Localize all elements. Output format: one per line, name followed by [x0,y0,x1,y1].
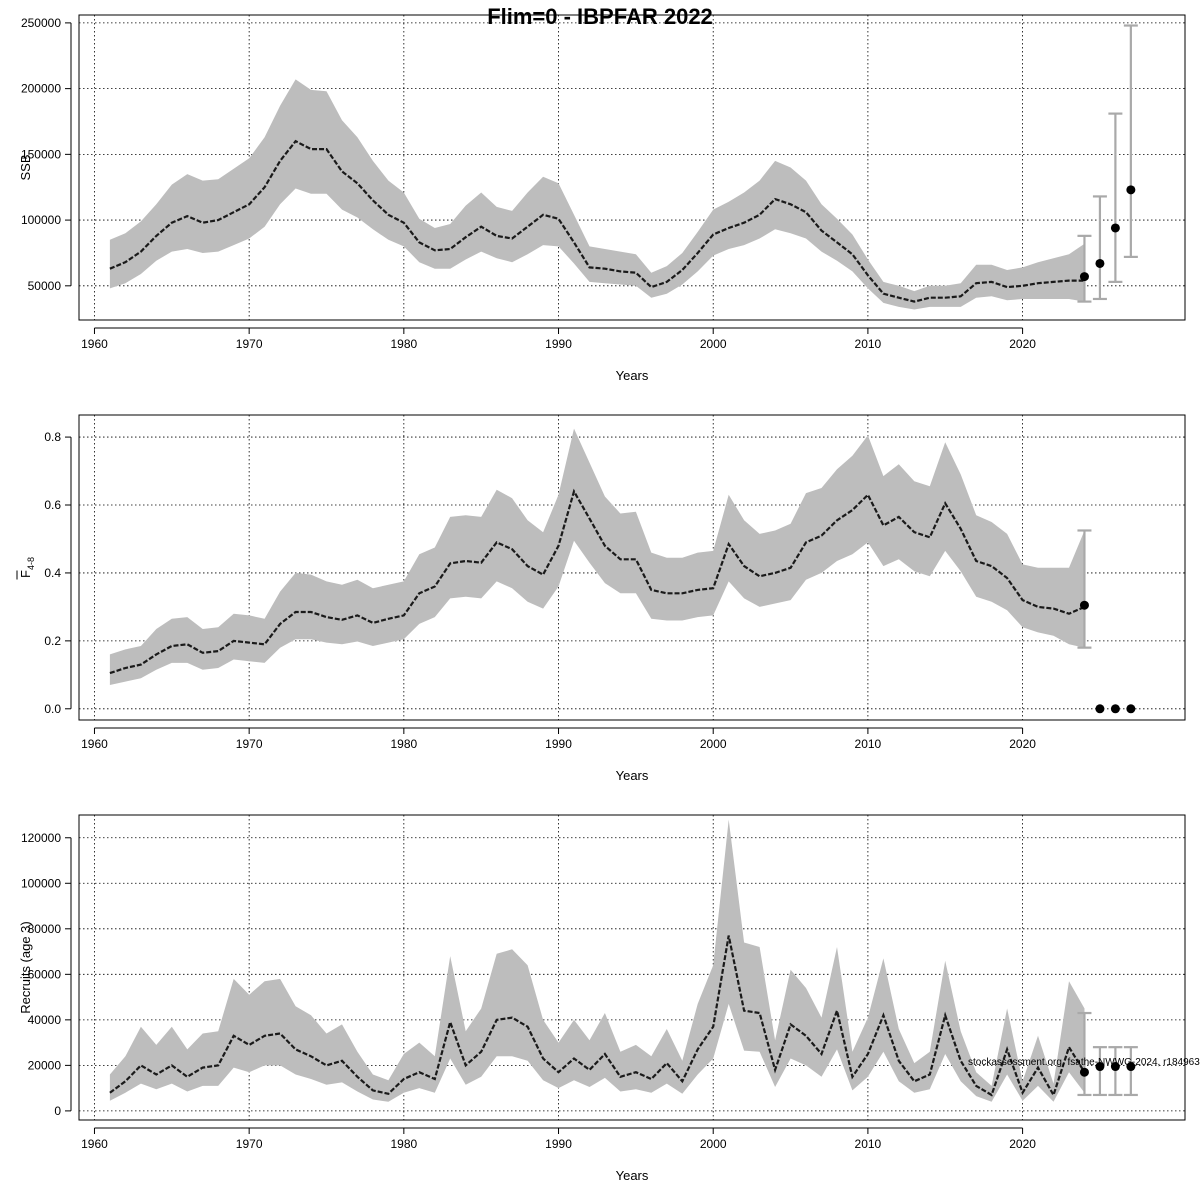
forecast-point-2027 [1126,704,1136,714]
y-axis-title: Recruits (age 3) [18,921,33,1013]
x-tick-label-2000: 2000 [700,1137,727,1151]
y-axis-title-main: F [18,570,33,578]
x-tick-label-2000: 2000 [700,337,727,351]
y-tick-label-4: 0.8 [44,430,61,444]
forecast-point-2025 [1095,1062,1105,1072]
x-axis-title: Years [616,1168,649,1183]
y-tick-label-2: 40000 [28,1013,62,1027]
x-tick-label-1970: 1970 [236,737,263,751]
forecast-point-2025 [1095,258,1105,268]
y-axis-title: SSB [18,154,33,180]
y-tick-label-6: 120000 [21,831,61,845]
y-tick-label-3: 200000 [21,82,61,96]
x-tick-label-1960: 1960 [81,337,108,351]
x-tick-label-1980: 1980 [390,737,417,751]
forecast-point-2027 [1126,185,1136,195]
estimate-line [109,139,1085,303]
forecast-point-2026 [1110,223,1120,233]
x-tick-label-1970: 1970 [236,337,263,351]
estimate-line [109,488,1085,675]
y-tick-label-1: 20000 [28,1058,62,1072]
y-axis-title-main: SSB [18,154,33,180]
x-tick-label-2020: 2020 [1009,1137,1036,1151]
forecast-point-2024 [1079,600,1089,610]
x-axis-title: Years [616,368,649,383]
y-axis-title-subscript: 4-8 [26,557,36,570]
panel-recruits: 1960 1970 1980 1990 2000 2010 2020 Years 0 20000 4… [18,814,1186,1183]
plot-frame [78,814,1186,1121]
forecast-point-2024 [1079,1067,1089,1077]
x-tick-label-2000: 2000 [700,737,727,751]
forecast-point-2026 [1110,704,1120,714]
forecast-point-2025 [1095,704,1105,714]
y-tick-label-0: 0.0 [44,702,61,716]
confidence-band [109,819,1085,1102]
confidence-band [109,428,1085,685]
forecast-point-2026 [1110,1062,1120,1072]
y-tick-label-0: 50000 [28,279,62,293]
y-tick-label-3: 60000 [28,967,62,981]
y-tick-label-0: 0 [54,1104,61,1118]
x-tick-label-2010: 2010 [855,1137,882,1151]
x-tick-label-1980: 1980 [390,1137,417,1151]
y-tick-label-4: 80000 [28,922,62,936]
x-tick-label-1990: 1990 [545,1137,572,1151]
panels: 1960 1970 1980 1990 2000 2010 2020 Years 50000 10… [16,14,1186,1183]
y-tick-label-3: 0.6 [44,498,61,512]
x-tick-label-1970: 1970 [236,1137,263,1151]
y-tick-label-2: 0.4 [44,566,61,580]
y-axis-title: F4-8 [18,557,36,578]
credit-text: stockassessment.org, fsathe-NWWG-2024, r… [968,1057,1200,1068]
y-tick-label-5: 100000 [21,876,61,890]
plot-frame [78,14,1186,321]
x-tick-label-2010: 2010 [855,337,882,351]
panel-fbar: 1960 1970 1980 1990 2000 2010 2020 Years 0.0 0.2 0… [16,414,1186,783]
y-tick-label-4: 250000 [21,16,61,30]
x-tick-label-1990: 1990 [545,337,572,351]
panel-ssb: 1960 1970 1980 1990 2000 2010 2020 Years 50000 10… [18,14,1186,383]
forecast-point-2027 [1126,1062,1136,1072]
y-tick-label-1: 0.2 [44,634,61,648]
x-tick-label-2020: 2020 [1009,337,1036,351]
x-axis-title: Years [616,768,649,783]
x-tick-label-2020: 2020 [1009,737,1036,751]
figure-title: Flim=0 - IBPFAR 2022 [487,4,713,29]
x-tick-label-1980: 1980 [390,337,417,351]
confidence-band [109,79,1085,310]
x-tick-label-2010: 2010 [855,737,882,751]
x-tick-label-1990: 1990 [545,737,572,751]
forecast-point-2024 [1079,272,1089,282]
estimate-line [109,935,1086,1098]
x-tick-label-1960: 1960 [81,1137,108,1151]
plot-frame [78,414,1186,721]
y-tick-label-2: 150000 [21,147,61,161]
y-axis-title-main: Recruits (age 3) [18,921,33,1013]
y-tick-label-1: 100000 [21,213,61,227]
x-tick-label-1960: 1960 [81,737,108,751]
